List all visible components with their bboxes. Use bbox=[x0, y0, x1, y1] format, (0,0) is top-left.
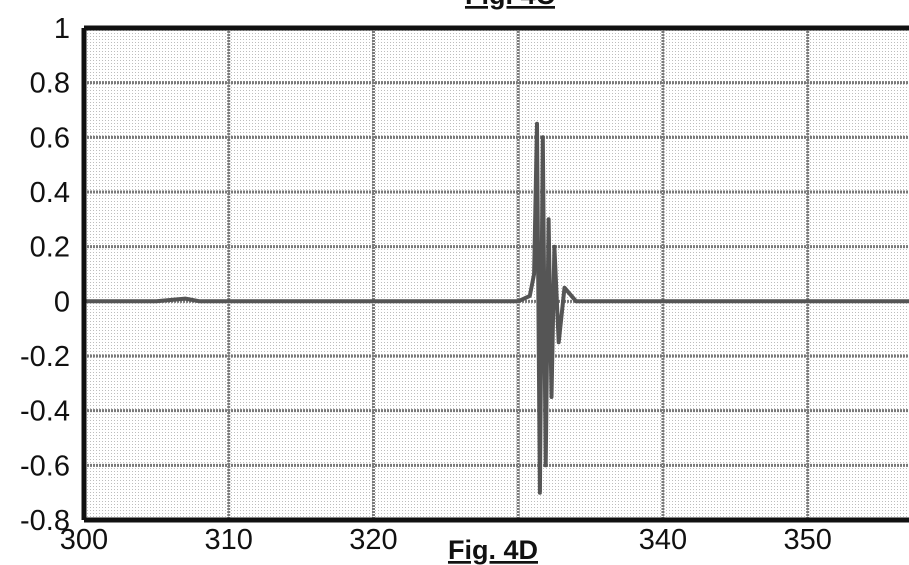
y-tick-label: 0 bbox=[54, 286, 70, 318]
x-tick-label: 340 bbox=[639, 524, 687, 556]
x-tick-label: 310 bbox=[205, 524, 253, 556]
figure-caption-top: Fig. 4C bbox=[465, 0, 555, 10]
y-tick-label: 0.2 bbox=[30, 232, 70, 264]
y-tick-label: -0.6 bbox=[20, 450, 70, 482]
y-tick-label: 0.6 bbox=[30, 122, 70, 154]
x-tick-labels: 300 310 320 340 350 bbox=[60, 524, 832, 556]
plot-area bbox=[84, 28, 909, 520]
x-tick-label: 320 bbox=[349, 524, 397, 556]
y-tick-label: 1 bbox=[54, 13, 70, 45]
x-tick-label: 300 bbox=[60, 524, 108, 556]
y-tick-label: -0.2 bbox=[20, 341, 70, 373]
y-tick-labels: 10.80.60.40.20-0.2-0.4-0.6-0.8 bbox=[20, 13, 70, 537]
x-tick-label: 350 bbox=[783, 524, 831, 556]
figure-caption-bottom: Fig. 4D bbox=[448, 535, 538, 565]
y-tick-label: 0.8 bbox=[30, 68, 70, 100]
y-tick-label: 0.4 bbox=[30, 177, 70, 209]
y-tick-label: -0.4 bbox=[20, 396, 70, 428]
